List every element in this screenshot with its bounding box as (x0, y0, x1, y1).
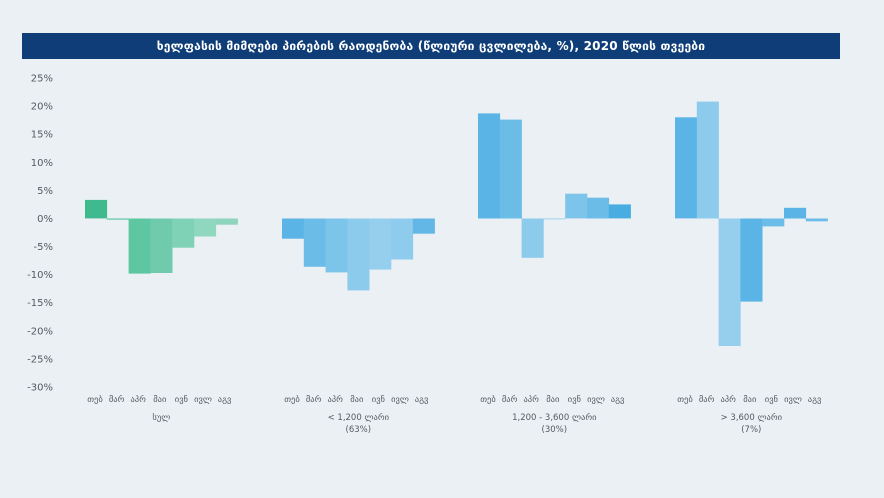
bar (696, 101, 719, 219)
y-tick-label: -25% (27, 354, 53, 365)
bar (128, 218, 151, 274)
bar (391, 218, 414, 260)
bar (150, 218, 173, 273)
bar (740, 218, 763, 302)
x-tick-label: თებ (87, 394, 103, 405)
y-tick-label: -5% (34, 242, 53, 253)
x-tick-label: თებ (284, 394, 300, 405)
x-tick-label: აპრ (720, 394, 736, 405)
y-tick-label: -30% (27, 383, 53, 394)
bar (784, 207, 807, 219)
group-label: სულ (152, 412, 170, 423)
bar (194, 218, 217, 237)
x-tick-label: ივნ (175, 394, 189, 405)
y-tick-label: 5% (37, 186, 53, 197)
bar (543, 218, 566, 220)
bar (85, 199, 108, 219)
x-tick-label: ივლ (194, 395, 212, 405)
x-tick-label: მაი (546, 394, 559, 405)
x-tick-label: მარ (109, 394, 125, 405)
bar (347, 218, 370, 291)
x-tick-label: მარ (502, 394, 518, 405)
y-tick-label: 25% (31, 74, 53, 85)
y-axis: 25% 20% 15% 10% 5% 0% -5% -10% -15% -20% -25% -30% (27, 74, 53, 394)
bar (369, 218, 392, 270)
y-tick-label: 10% (31, 158, 53, 169)
group-label: 1,200 - 3,600 ლარი (512, 412, 596, 423)
x-tick-label: ივლ (587, 395, 605, 405)
x-tick-label: მაი (743, 394, 756, 405)
x-tick-label: მაი (153, 394, 166, 405)
x-tick-label: ივლ (784, 395, 802, 405)
bar (762, 218, 785, 227)
y-tick-label: -15% (27, 298, 53, 309)
bar (215, 218, 238, 225)
x-tick-label: აპრ (130, 394, 146, 405)
bar (521, 218, 544, 258)
x-tick-label: აგვ (808, 395, 822, 405)
y-tick-label: -20% (27, 326, 53, 337)
group-sublabel: (7%) (741, 425, 761, 435)
x-tick-label: ივლ (391, 395, 409, 405)
x-tick-label: ივნ (372, 394, 386, 405)
x-tick-label: აგვ (218, 395, 232, 405)
bar (565, 193, 588, 219)
chart-title: ხელფასის მიმღები პირების რაოდენობა (წლიუ… (22, 33, 840, 59)
group-sublabel: (30%) (542, 425, 568, 435)
x-tick-label: აპრ (523, 394, 539, 405)
bar (106, 218, 129, 220)
x-tick-label: მაი (350, 394, 363, 405)
group-sublabel: (63%) (346, 425, 372, 435)
bar (412, 218, 435, 234)
y-tick-label: 0% (37, 214, 53, 225)
bar (478, 113, 501, 219)
bar (805, 218, 828, 222)
bar (282, 218, 305, 239)
bar (587, 197, 610, 219)
x-tick-label: აგვ (415, 395, 429, 405)
x-tick-label: თებ (677, 394, 693, 405)
y-tick-label: 15% (31, 130, 53, 141)
bar (718, 218, 741, 346)
x-tick-label: ივნ (765, 394, 779, 405)
x-tick-label: მარ (306, 394, 322, 405)
group-label: < 1,200 ლარი (328, 412, 389, 423)
bars (85, 101, 828, 346)
x-tick-label: აგვ (611, 395, 625, 405)
bar (172, 218, 195, 248)
y-tick-label: 20% (31, 102, 53, 113)
x-tick-label: თებ (480, 394, 496, 405)
y-tick-label: -10% (27, 270, 53, 281)
x-tick-label: მარ (699, 394, 715, 405)
x-tick-label: აპრ (327, 394, 343, 405)
bar (608, 204, 631, 219)
bar (303, 218, 326, 267)
group-label: > 3,600 ლარი (721, 412, 782, 423)
bar (675, 117, 698, 219)
x-tick-label: ივნ (568, 394, 582, 405)
bar (499, 119, 522, 219)
bar (325, 218, 348, 273)
